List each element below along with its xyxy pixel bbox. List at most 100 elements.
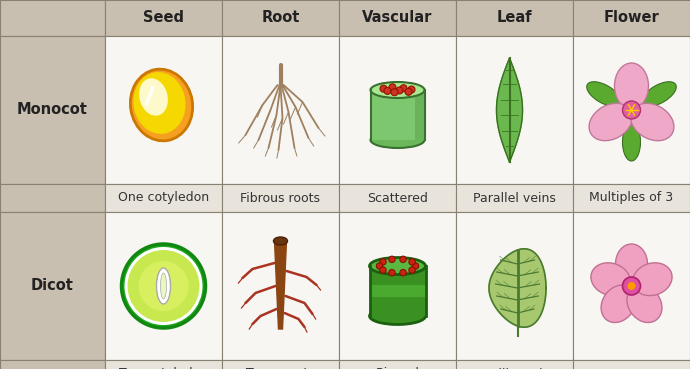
Bar [339, 0, 456, 36]
Text: Flower: Flower [604, 10, 660, 25]
Circle shape [380, 259, 386, 265]
Ellipse shape [622, 123, 640, 161]
Bar [0, 0, 105, 36]
Bar [222, 0, 339, 36]
Bar [339, 36, 456, 184]
Text: Net-like veins: Net-like veins [472, 368, 557, 369]
Text: Vascular: Vascular [362, 10, 433, 25]
Circle shape [396, 87, 403, 94]
Text: Fibrous roots: Fibrous roots [241, 192, 320, 204]
Bar [0, 184, 105, 212]
Polygon shape [275, 241, 286, 329]
Bar [0, 360, 105, 369]
Circle shape [388, 269, 395, 276]
Bar [573, 36, 690, 184]
Ellipse shape [139, 78, 168, 116]
Circle shape [389, 84, 396, 91]
Circle shape [376, 263, 383, 269]
Ellipse shape [133, 72, 186, 134]
Circle shape [409, 259, 415, 265]
Ellipse shape [157, 268, 170, 304]
Bar [105, 212, 222, 360]
Bar [456, 184, 573, 212]
Circle shape [400, 256, 406, 262]
Bar [339, 212, 456, 360]
Ellipse shape [615, 63, 649, 109]
Circle shape [400, 85, 407, 92]
Circle shape [124, 247, 202, 325]
Polygon shape [489, 249, 546, 327]
Bar [0, 212, 105, 360]
Bar [339, 184, 456, 212]
Ellipse shape [627, 285, 662, 323]
Ellipse shape [631, 103, 674, 141]
Text: Ringed: Ringed [375, 368, 420, 369]
Circle shape [413, 263, 419, 269]
Ellipse shape [589, 103, 632, 141]
Text: Dicot: Dicot [31, 279, 74, 293]
Ellipse shape [371, 82, 424, 98]
Text: Multiples of 3: Multiples of 3 [589, 192, 673, 204]
Ellipse shape [633, 263, 672, 296]
Ellipse shape [161, 273, 166, 299]
Bar [456, 212, 573, 360]
Circle shape [384, 87, 391, 94]
Circle shape [622, 277, 640, 295]
Bar [222, 184, 339, 212]
Ellipse shape [601, 285, 636, 323]
Ellipse shape [371, 132, 424, 148]
Bar [371, 90, 424, 140]
Ellipse shape [370, 307, 426, 324]
Ellipse shape [370, 258, 426, 275]
Circle shape [408, 86, 415, 93]
Ellipse shape [586, 82, 621, 106]
Circle shape [405, 88, 412, 95]
Text: Two cotyledon: Two cotyledon [119, 368, 208, 369]
Text: Scattered: Scattered [367, 192, 428, 204]
Bar [573, 212, 690, 360]
Ellipse shape [642, 82, 676, 106]
Circle shape [139, 261, 188, 311]
Circle shape [380, 267, 386, 273]
Bar [370, 285, 426, 297]
Ellipse shape [615, 244, 647, 284]
Bar [573, 360, 690, 369]
Ellipse shape [130, 69, 193, 141]
Circle shape [391, 89, 398, 96]
Bar [222, 360, 339, 369]
Ellipse shape [273, 237, 288, 245]
Bar [456, 36, 573, 184]
Text: Tap    roots: Tap roots [246, 368, 315, 369]
Bar [105, 36, 222, 184]
Polygon shape [497, 58, 522, 162]
Circle shape [409, 267, 415, 273]
Bar [573, 184, 690, 212]
Bar [370, 266, 426, 316]
Circle shape [400, 269, 406, 276]
Text: 4 or 5: 4 or 5 [613, 368, 650, 369]
Text: Parallel veins: Parallel veins [473, 192, 556, 204]
Bar [456, 0, 573, 36]
Bar [456, 360, 573, 369]
Bar [339, 360, 456, 369]
Bar [0, 36, 105, 184]
Bar [105, 184, 222, 212]
Text: One cotyledon: One cotyledon [118, 192, 209, 204]
Circle shape [627, 282, 635, 290]
Circle shape [622, 101, 640, 119]
Text: Monocot: Monocot [17, 103, 88, 117]
Bar [105, 360, 222, 369]
Circle shape [380, 85, 387, 92]
Bar [222, 212, 339, 360]
Bar [573, 0, 690, 36]
Text: Leaf: Leaf [497, 10, 532, 25]
Bar [105, 0, 222, 36]
Bar [222, 36, 339, 184]
Ellipse shape [591, 263, 630, 296]
Text: Root: Root [262, 10, 299, 25]
Bar [415, 90, 424, 140]
Circle shape [388, 256, 395, 262]
Circle shape [128, 250, 199, 322]
Text: Seed: Seed [143, 10, 184, 25]
Circle shape [121, 244, 206, 328]
